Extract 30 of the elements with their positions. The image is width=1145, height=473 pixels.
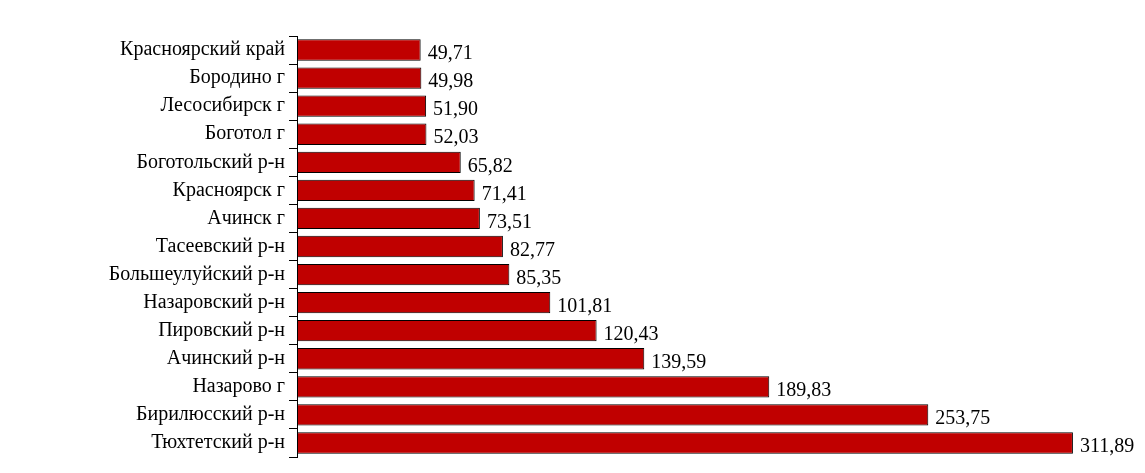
- data-label: 71,41: [481, 181, 527, 204]
- data-label: 120,43: [603, 321, 659, 344]
- y-tick-label: Тасеевский р-н: [155, 233, 286, 257]
- data-label: 49,98: [428, 69, 474, 92]
- y-tick-label: Ачинск г: [207, 205, 285, 228]
- data-label: 51,90: [433, 97, 479, 120]
- y-tick-label: Назарово г: [192, 374, 285, 398]
- y-tick-label: Красноярск г: [172, 177, 285, 201]
- y-tick-label: Красноярский край: [120, 37, 286, 61]
- data-label: 189,83: [776, 378, 832, 401]
- y-tick-label: Ачинский р-н: [166, 346, 286, 370]
- data-label: 73,51: [486, 209, 532, 232]
- y-tick-label: Боготольский р-н: [136, 149, 286, 173]
- y-tick-label: Бородино г: [189, 65, 285, 89]
- y-tick-label: Боготол г: [204, 121, 285, 144]
- y-tick-label: Назаровский р-н: [143, 289, 286, 313]
- data-label: 82,77: [509, 237, 555, 260]
- y-tick-label: Большеулуйский р-н: [108, 261, 286, 285]
- data-label: 65,82: [467, 153, 513, 176]
- data-label: 253,75: [935, 406, 991, 429]
- data-label: 52,03: [433, 125, 479, 148]
- y-tick-label: Лесосибирск г: [160, 93, 285, 117]
- data-label: 101,81: [557, 293, 613, 316]
- data-label: 49,71: [427, 41, 473, 64]
- y-tick-label: Пировский р-н: [158, 317, 286, 341]
- data-label: 139,59: [651, 350, 707, 373]
- data-label: 85,35: [516, 265, 562, 288]
- data-label: 311,89: [1079, 434, 1135, 457]
- y-tick-label: Тюхтетский р-н: [151, 430, 286, 454]
- y-tick-label: Бирилюсский р-н: [135, 402, 286, 426]
